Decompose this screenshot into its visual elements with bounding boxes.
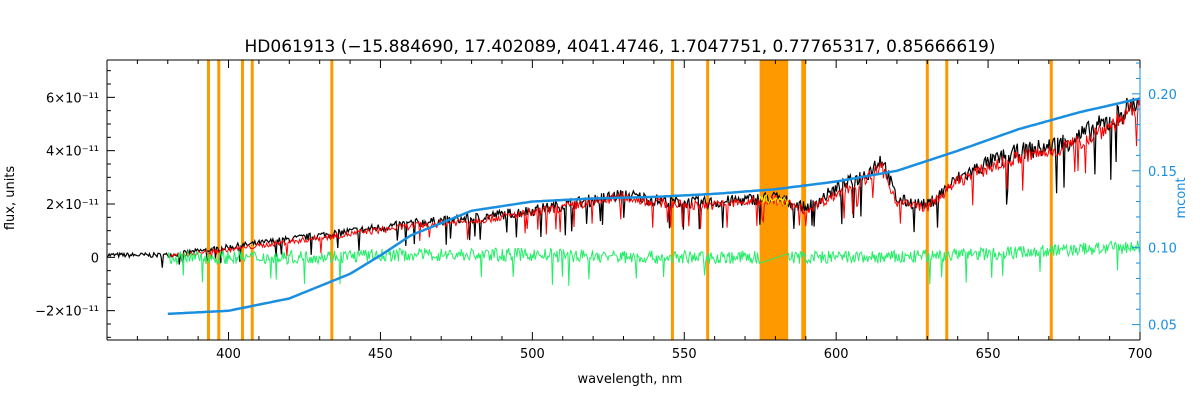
model-flux-line [167,98,1140,260]
x-tick-label: 450 [368,347,393,362]
chart-title: HD061913 (−15.884690, 17.402089, 4041.47… [245,37,996,57]
y-tick-label: 0 [91,251,99,266]
series-layer [107,97,1140,316]
x-tick-label: 650 [976,347,1001,362]
right-tick-label: 0.05 [1148,319,1177,334]
right-tick-label: 0.20 [1148,88,1177,103]
y-axis-label: flux, units [3,166,18,231]
plot-area: 400 450 500 550 600 650 700 −2×10⁻¹¹ 0 2×10⁻¹¹ 4×1… [35,59,1177,362]
y-tick-label: 2×10⁻¹¹ [46,198,99,213]
masked-fit-line [759,194,789,207]
x-tick-label: 600 [824,347,849,362]
continuum-line [167,97,1140,316]
y-tick-label: 6×10⁻¹¹ [46,91,99,106]
right-tick-label: 0.15 [1148,165,1177,180]
x-tick-label: 550 [672,347,697,362]
y-tick-label: −2×10⁻¹¹ [35,305,99,320]
x-axis-label: wavelength, nm [578,372,683,387]
observed-flux-line [107,97,1140,268]
x-tick-label: 500 [520,347,545,362]
x-tick-label: 700 [1128,347,1153,362]
x-tick-label: 400 [216,347,241,362]
right-axis-label: mcont [1174,177,1189,218]
y-tick-label: 4×10⁻¹¹ [46,145,99,160]
residual-line [167,240,1140,286]
right-tick-label: 0.10 [1148,242,1177,257]
